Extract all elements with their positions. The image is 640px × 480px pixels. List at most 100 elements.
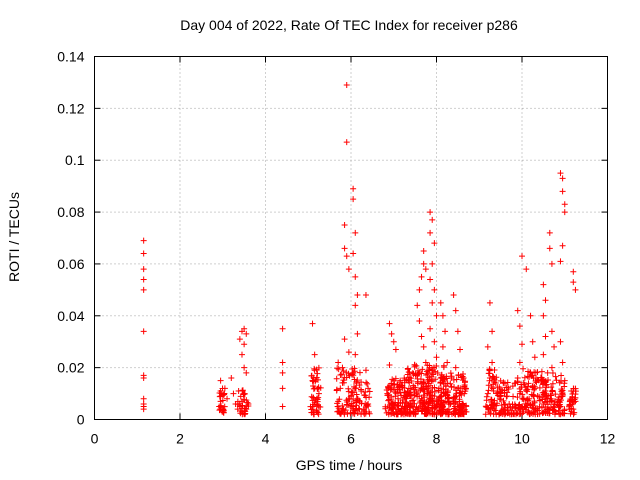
data-point bbox=[415, 367, 422, 374]
data-point bbox=[224, 395, 231, 402]
data-point bbox=[313, 366, 320, 373]
data-point bbox=[345, 388, 352, 395]
data-point bbox=[527, 312, 534, 319]
x-tick-label: 2 bbox=[176, 431, 184, 447]
data-point bbox=[404, 371, 411, 378]
data-point bbox=[409, 370, 416, 377]
data-point bbox=[390, 338, 397, 345]
data-point bbox=[519, 253, 525, 260]
data-point bbox=[452, 307, 459, 314]
data-point bbox=[343, 82, 350, 89]
data-point bbox=[426, 396, 433, 403]
data-point bbox=[140, 250, 147, 257]
data-point bbox=[497, 388, 504, 395]
data-point bbox=[557, 399, 564, 406]
data-point bbox=[423, 371, 430, 378]
data-point bbox=[418, 333, 425, 340]
data-point bbox=[455, 372, 462, 379]
data-point bbox=[456, 389, 463, 396]
data-point bbox=[351, 383, 358, 390]
data-point bbox=[523, 386, 530, 393]
data-point bbox=[309, 397, 316, 404]
data-point bbox=[221, 403, 228, 410]
data-point bbox=[549, 388, 556, 395]
data-point bbox=[354, 330, 361, 337]
data-point bbox=[452, 364, 459, 371]
data-point bbox=[559, 389, 566, 396]
data-point bbox=[556, 379, 563, 386]
data-point bbox=[395, 403, 402, 410]
data-point bbox=[314, 370, 321, 377]
data-point bbox=[315, 390, 322, 397]
data-point bbox=[432, 376, 439, 383]
data-point bbox=[219, 397, 226, 404]
data-point bbox=[450, 398, 457, 405]
data-point bbox=[443, 408, 450, 415]
data-point bbox=[140, 375, 147, 382]
data-point bbox=[243, 330, 250, 337]
data-point bbox=[238, 351, 245, 358]
data-point bbox=[419, 407, 426, 414]
data-point bbox=[388, 330, 395, 337]
data-point bbox=[405, 410, 412, 417]
data-point bbox=[352, 229, 359, 236]
data-point bbox=[344, 410, 351, 417]
data-point bbox=[561, 201, 568, 208]
data-point bbox=[459, 377, 466, 384]
data-point bbox=[550, 403, 557, 410]
data-point bbox=[363, 379, 370, 386]
data-point bbox=[460, 371, 467, 378]
data-point bbox=[310, 382, 317, 389]
data-point bbox=[561, 209, 568, 216]
data-point bbox=[385, 391, 392, 398]
data-point bbox=[555, 394, 562, 401]
data-point bbox=[490, 401, 497, 408]
data-point bbox=[420, 260, 427, 267]
data-point bbox=[412, 372, 419, 379]
data-point bbox=[217, 406, 224, 413]
data-point bbox=[452, 393, 459, 400]
data-point bbox=[542, 409, 549, 416]
y-tick-label: 0.1 bbox=[65, 152, 85, 168]
data-point bbox=[220, 407, 227, 414]
data-point bbox=[547, 404, 554, 411]
data-point bbox=[544, 369, 551, 376]
data-point bbox=[494, 384, 501, 391]
data-point bbox=[241, 390, 248, 397]
data-point bbox=[396, 386, 403, 393]
data-point bbox=[140, 266, 147, 273]
data-point bbox=[392, 399, 399, 406]
data-point bbox=[414, 302, 421, 309]
data-point bbox=[437, 380, 444, 387]
data-point bbox=[572, 394, 579, 401]
data-point bbox=[423, 383, 430, 390]
data-point bbox=[569, 390, 576, 397]
y-tick-label: 0 bbox=[77, 412, 85, 428]
data-point bbox=[485, 382, 492, 389]
data-point bbox=[343, 253, 350, 260]
data-point bbox=[397, 377, 404, 384]
data-point bbox=[542, 333, 549, 340]
x-tick-label: 10 bbox=[514, 431, 530, 447]
data-point bbox=[489, 328, 496, 335]
data-point bbox=[350, 369, 357, 376]
data-point bbox=[454, 328, 461, 335]
data-point bbox=[362, 410, 369, 417]
data-point bbox=[217, 377, 224, 384]
data-point bbox=[279, 403, 286, 410]
data-point bbox=[531, 398, 538, 405]
data-point bbox=[349, 366, 356, 373]
data-point bbox=[484, 404, 491, 411]
data-point bbox=[450, 292, 457, 299]
data-point bbox=[557, 338, 564, 345]
data-point bbox=[429, 392, 436, 399]
data-point bbox=[513, 409, 520, 416]
data-point bbox=[358, 379, 365, 386]
data-point bbox=[425, 407, 432, 414]
data-point bbox=[351, 376, 358, 383]
data-point bbox=[491, 375, 498, 382]
data-point bbox=[413, 362, 420, 369]
data-point bbox=[486, 377, 493, 384]
data-point bbox=[450, 376, 457, 383]
data-point bbox=[389, 406, 396, 413]
